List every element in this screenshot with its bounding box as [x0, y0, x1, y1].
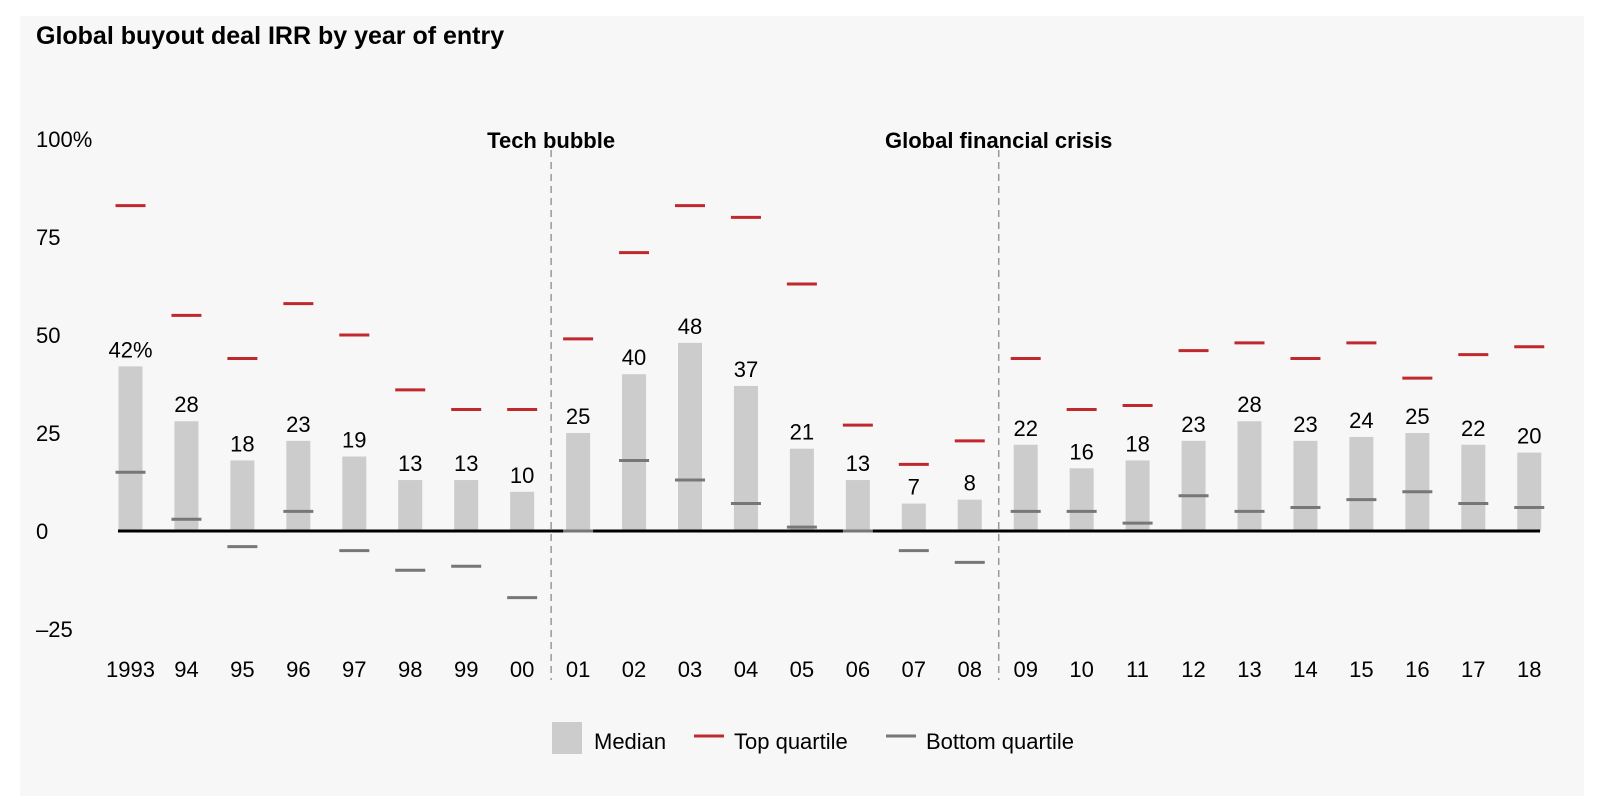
period-annotation-label: Global financial crisis — [885, 128, 1112, 153]
x-tick-label: 09 — [1013, 657, 1037, 682]
median-bar — [1237, 421, 1262, 531]
x-tick-label: 00 — [510, 657, 534, 682]
median-data-label: 7 — [908, 475, 920, 500]
legend-swatch-median — [552, 722, 582, 754]
median-data-label: 13 — [398, 451, 422, 476]
median-bar — [174, 421, 199, 531]
x-tick-label: 03 — [678, 657, 702, 682]
x-tick-label: 15 — [1349, 657, 1373, 682]
median-bar — [342, 456, 367, 531]
median-bar — [1405, 433, 1430, 531]
median-bar — [286, 440, 311, 531]
median-data-label: 18 — [230, 431, 254, 456]
x-tick-label: 95 — [230, 657, 254, 682]
median-data-label: 37 — [734, 357, 758, 382]
median-data-label: 28 — [174, 392, 198, 417]
median-bar — [566, 433, 591, 531]
x-tick-label: 07 — [902, 657, 926, 682]
legend-label: Bottom quartile — [926, 729, 1074, 754]
median-data-label: 23 — [1181, 412, 1205, 437]
median-data-label: 28 — [1237, 392, 1261, 417]
median-data-label: 16 — [1069, 439, 1093, 464]
median-data-label: 25 — [566, 404, 590, 429]
x-tick-label: 04 — [734, 657, 758, 682]
x-tick-label: 08 — [958, 657, 982, 682]
x-tick-label: 18 — [1517, 657, 1541, 682]
x-tick-label: 99 — [454, 657, 478, 682]
y-tick-label: 100% — [36, 127, 92, 152]
median-bar — [678, 342, 702, 531]
median-bar — [1461, 444, 1486, 531]
y-tick-label: 25 — [36, 421, 60, 446]
median-bar — [510, 491, 535, 531]
period-annotation-label: Tech bubble — [487, 128, 615, 153]
x-tick-label: 98 — [398, 657, 422, 682]
chart-title: Global buyout deal IRR by year of entry — [36, 22, 505, 50]
legend-label: Top quartile — [734, 729, 848, 754]
median-data-label: 23 — [1293, 412, 1317, 437]
chart-panel — [20, 16, 1584, 796]
x-tick-label: 12 — [1181, 657, 1205, 682]
median-bar — [845, 480, 870, 531]
median-data-label: 24 — [1349, 408, 1373, 433]
x-tick-label: 96 — [286, 657, 310, 682]
median-data-label: 25 — [1405, 404, 1429, 429]
median-bar — [901, 503, 926, 531]
median-data-label: 13 — [454, 451, 478, 476]
median-bar — [789, 448, 814, 531]
x-tick-label: 01 — [566, 657, 590, 682]
median-bar — [118, 366, 143, 531]
median-bar — [622, 374, 647, 531]
x-tick-label: 14 — [1293, 657, 1317, 682]
median-data-label: 22 — [1461, 416, 1485, 441]
median-bar — [1293, 440, 1318, 531]
x-tick-label: 17 — [1461, 657, 1485, 682]
median-data-label: 8 — [964, 471, 976, 496]
x-tick-label: 05 — [790, 657, 814, 682]
y-tick-label: 50 — [36, 323, 60, 348]
median-bar — [1181, 440, 1206, 531]
median-bar — [1125, 460, 1150, 531]
y-tick-label: 75 — [36, 225, 60, 250]
legend-label: Median — [594, 729, 666, 754]
median-bar — [230, 460, 255, 531]
median-data-label: 40 — [622, 345, 646, 370]
x-tick-label: 97 — [342, 657, 366, 682]
x-tick-label: 16 — [1405, 657, 1429, 682]
median-data-label: 20 — [1517, 424, 1541, 449]
median-data-label: 10 — [510, 463, 534, 488]
median-data-label: 21 — [790, 420, 814, 445]
y-tick-label: 0 — [36, 519, 48, 544]
median-data-label: 13 — [846, 451, 870, 476]
x-tick-label: 13 — [1237, 657, 1261, 682]
median-bar — [1069, 468, 1094, 531]
median-data-label: 42% — [108, 337, 152, 362]
median-bar — [1517, 452, 1542, 531]
median-bar — [957, 499, 982, 531]
median-bar — [1349, 436, 1374, 531]
x-tick-label: 11 — [1126, 657, 1149, 682]
x-tick-label: 94 — [174, 657, 198, 682]
median-data-label: 23 — [286, 412, 310, 437]
x-tick-label: 06 — [846, 657, 870, 682]
x-tick-label: 02 — [622, 657, 646, 682]
median-bar — [1013, 444, 1038, 531]
median-bar — [398, 480, 423, 531]
median-data-label: 22 — [1013, 416, 1037, 441]
median-bar — [733, 385, 758, 531]
x-tick-label: 1993 — [106, 657, 155, 682]
y-tick-label: –25 — [36, 617, 73, 642]
median-data-label: 18 — [1125, 431, 1149, 456]
x-tick-label: 10 — [1069, 657, 1093, 682]
median-data-label: 48 — [678, 314, 702, 339]
median-bar — [454, 480, 479, 531]
median-data-label: 19 — [342, 428, 366, 453]
